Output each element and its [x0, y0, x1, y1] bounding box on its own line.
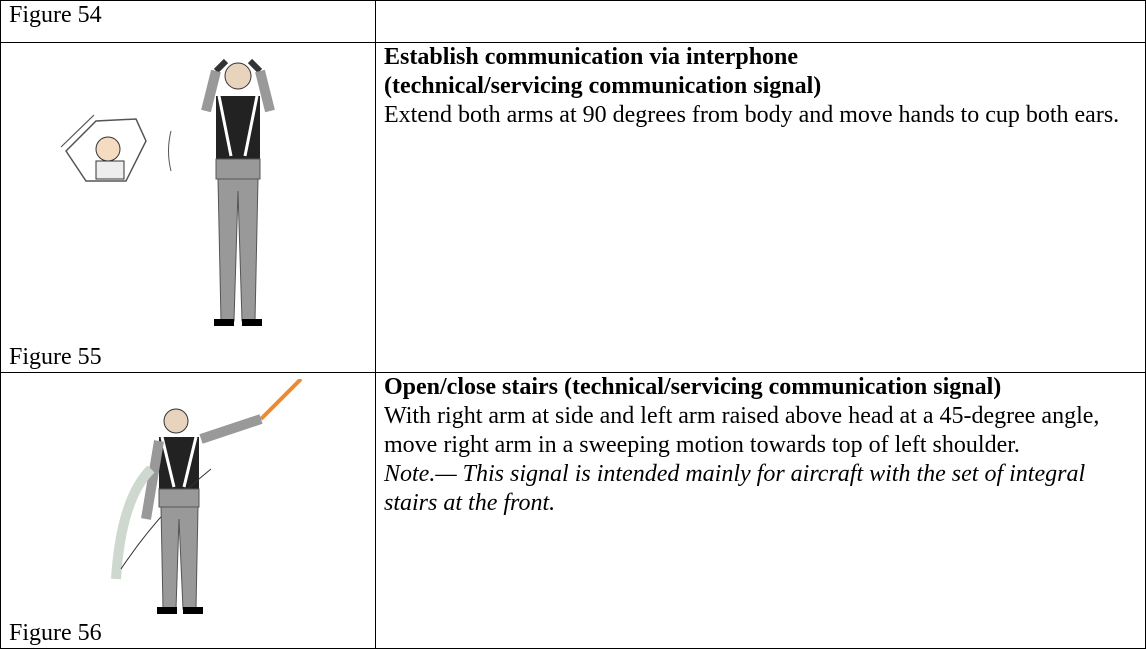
figure-label: Figure 56	[9, 620, 102, 646]
table-row: Figure 54	[0, 0, 1146, 43]
table-cell: Figure 54	[0, 0, 376, 43]
row-text: With right arm at side and left arm rais…	[384, 403, 1100, 458]
row-text: Extend both arms at 90 degrees from body…	[384, 102, 1120, 128]
illustration	[111, 379, 303, 614]
table-cell	[375, 0, 1146, 43]
table-cell: Establish communication via interphone (…	[375, 42, 1146, 373]
table-row: Figure 56 Open/close stairs (technical/s…	[0, 372, 1146, 649]
row-title: (technical/servicing communication signa…	[384, 73, 822, 99]
row-note: Note.— This signal is intended mainly fo…	[384, 461, 1086, 516]
table-cell: Figure 55	[0, 42, 376, 373]
figure-label: Figure 54	[9, 2, 102, 28]
row-title: Open/close stairs (technical/servicing c…	[384, 374, 1002, 400]
row-title: Establish communication via interphone	[384, 44, 799, 70]
illustration	[60, 58, 275, 326]
table-cell: Open/close stairs (technical/servicing c…	[375, 372, 1146, 649]
figure-label: Figure 55	[9, 344, 102, 370]
table-row: Figure 55 Establish communication via in…	[0, 42, 1146, 373]
table-cell: Figure 56	[0, 372, 376, 649]
